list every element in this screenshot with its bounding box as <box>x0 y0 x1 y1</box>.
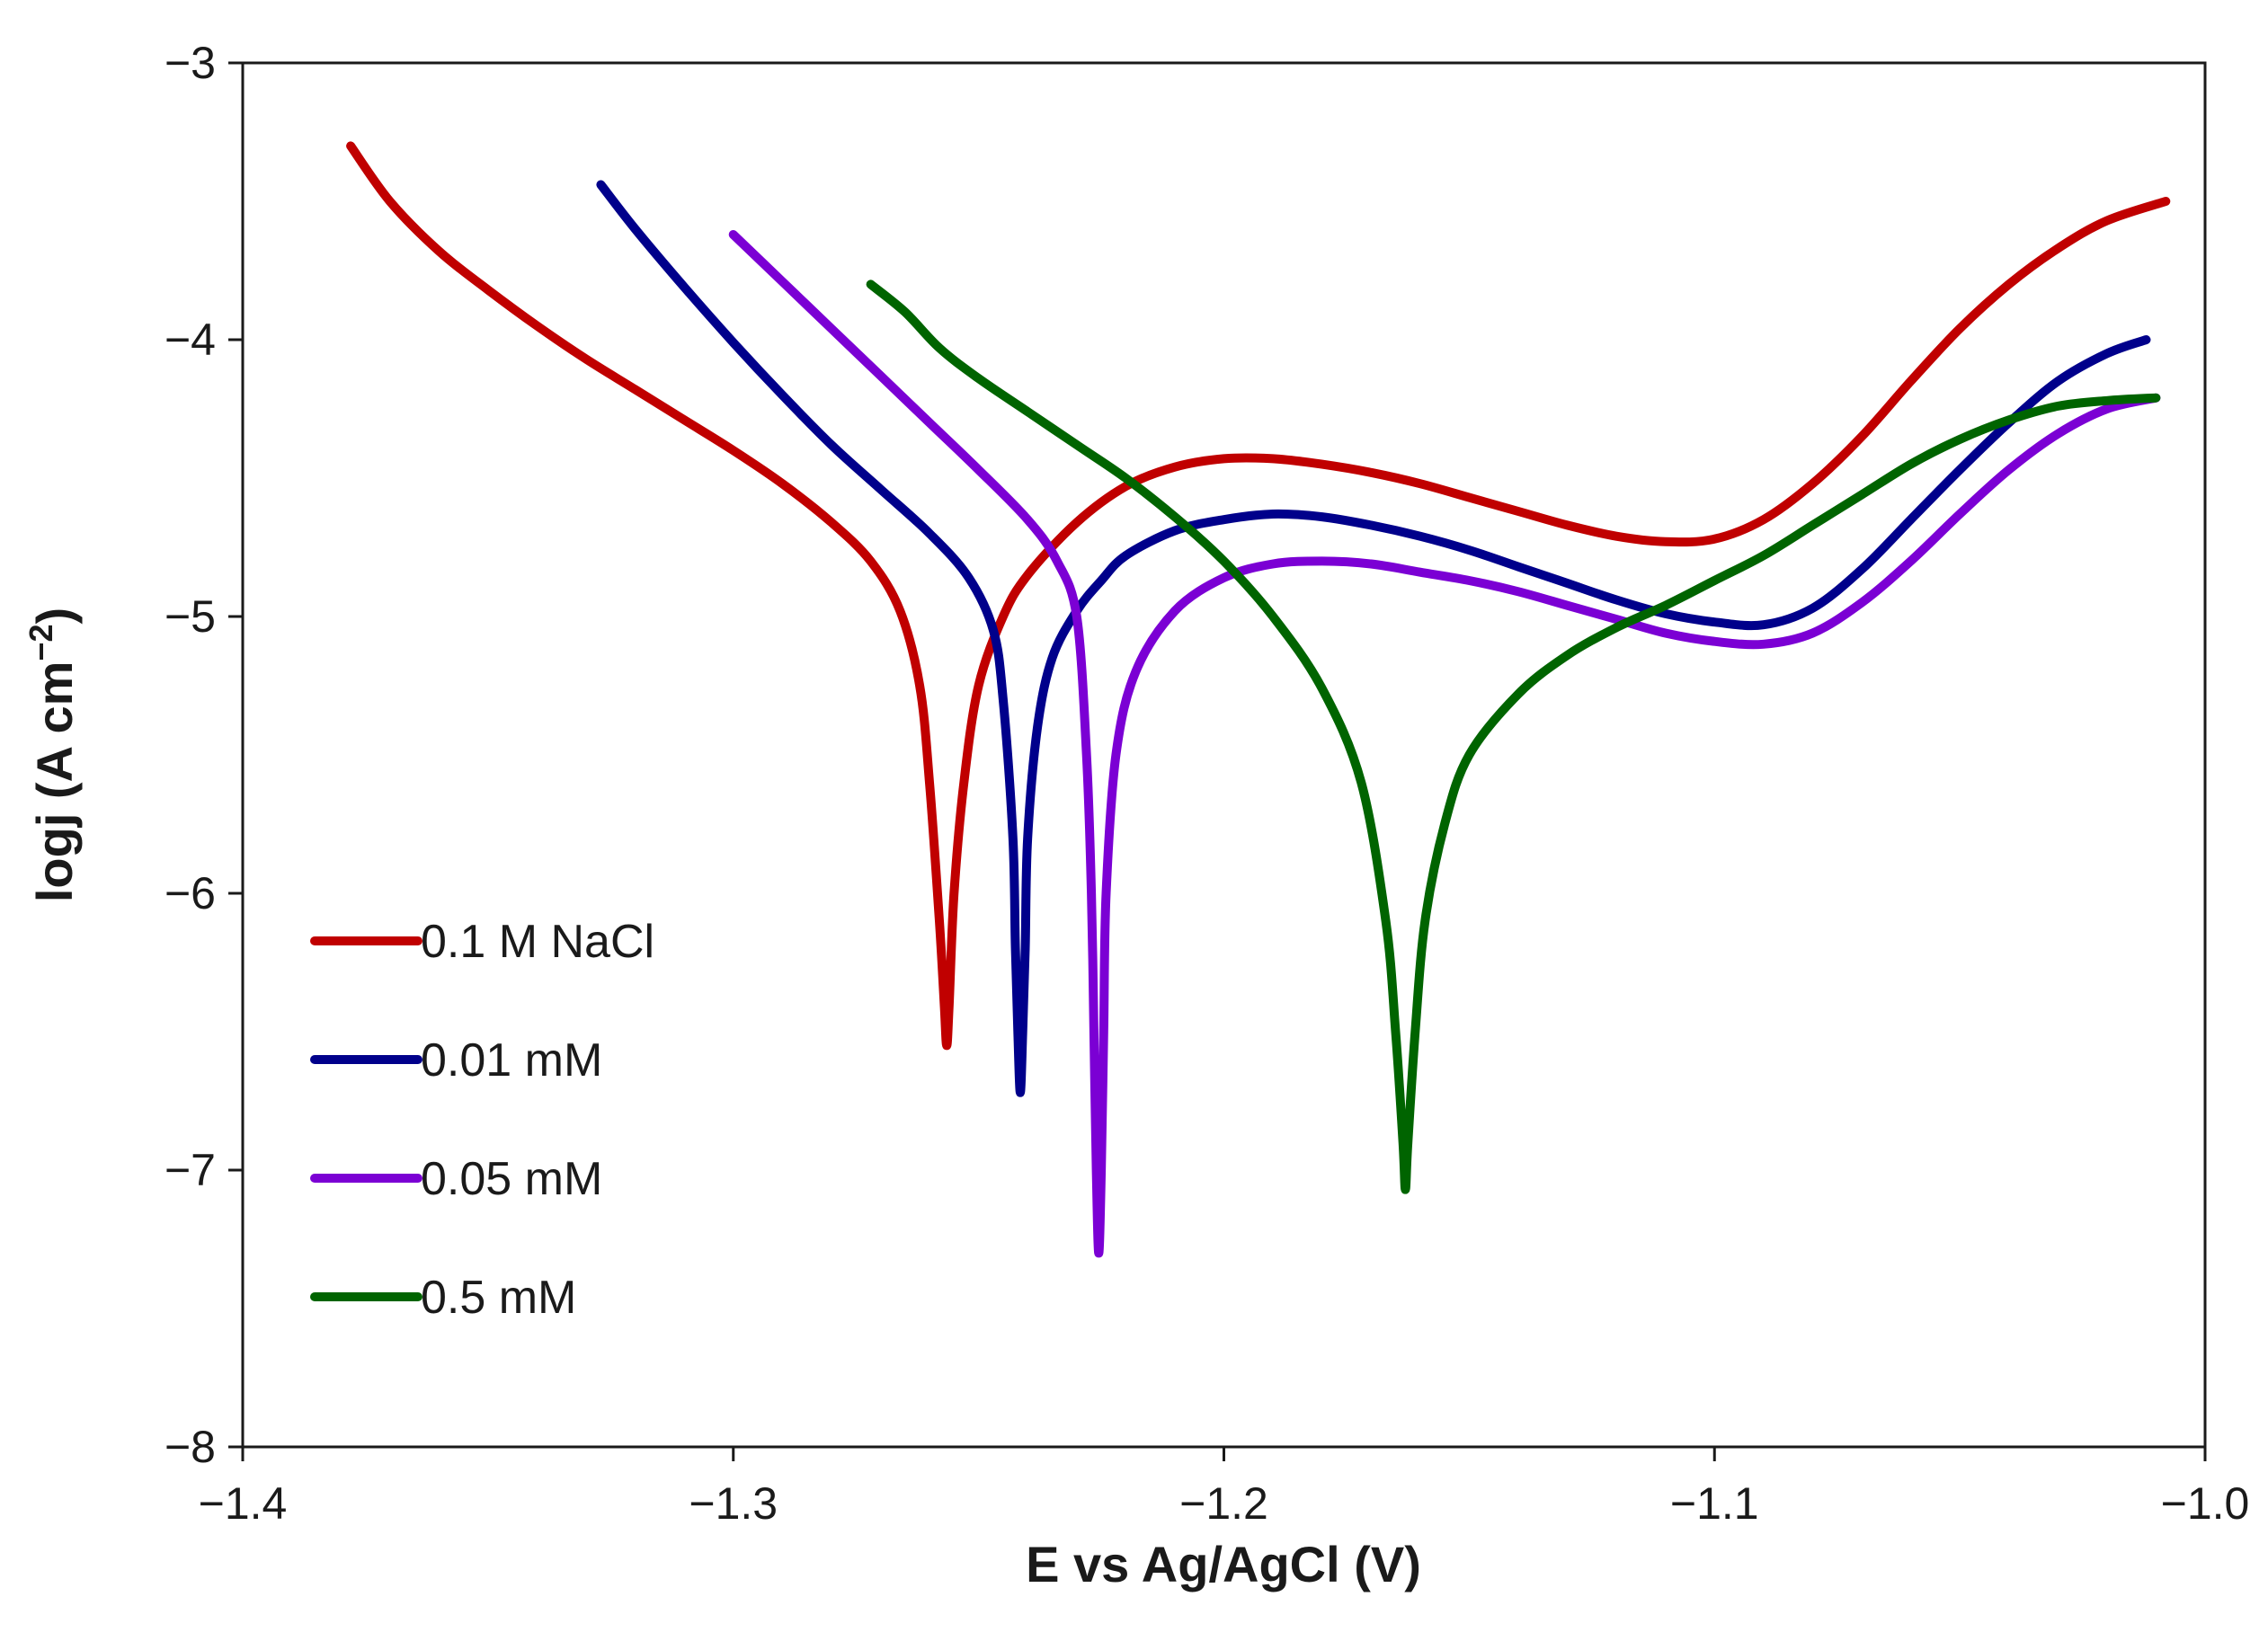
legend-label-2: 0.01 mM <box>421 1034 602 1087</box>
x-axis: −1.4 −1.3 −1.2 −1.1 −1.0 <box>199 1447 2250 1529</box>
y-tick-label: −3 <box>165 38 216 88</box>
y-tick-label: −5 <box>165 591 216 642</box>
legend-label-1: 0.1 M NaCl <box>421 916 654 968</box>
x-tick-label: −1.0 <box>2161 1478 2250 1529</box>
x-axis-title: E vs Ag/AgCl (V) <box>1026 1536 1421 1592</box>
legend: 0.1 M NaCl 0.01 mM 0.05 mM 0.5 mM <box>310 916 654 1324</box>
legend-label-3: 0.05 mM <box>421 1153 602 1205</box>
series-line-3 <box>728 230 2161 1258</box>
x-tick-label: −1.3 <box>689 1478 778 1529</box>
y-axis-title: logj (A cm−2) <box>22 608 83 902</box>
y-axis-title-main: logj (A cm <box>26 661 83 903</box>
y-axis: −3 −4 −5 −6 −7 −8 <box>165 38 243 1472</box>
series-line-1 <box>346 141 2171 1051</box>
y-tick-label: −7 <box>165 1145 216 1195</box>
y-tick-label: −4 <box>165 315 216 365</box>
y-tick-label: −6 <box>165 868 216 918</box>
y-tick-label: −8 <box>165 1422 216 1472</box>
x-tick-label: −1.1 <box>1670 1478 1759 1529</box>
series-line-4 <box>866 279 2161 1194</box>
series-layer <box>346 141 2171 1258</box>
x-tick-label: −1.2 <box>1179 1478 1268 1529</box>
x-tick-label: −1.4 <box>199 1478 288 1529</box>
legend-label-4: 0.5 mM <box>421 1272 576 1324</box>
y-axis-title-superscript: −2 <box>22 625 59 661</box>
y-axis-title-close: ) <box>26 608 83 625</box>
